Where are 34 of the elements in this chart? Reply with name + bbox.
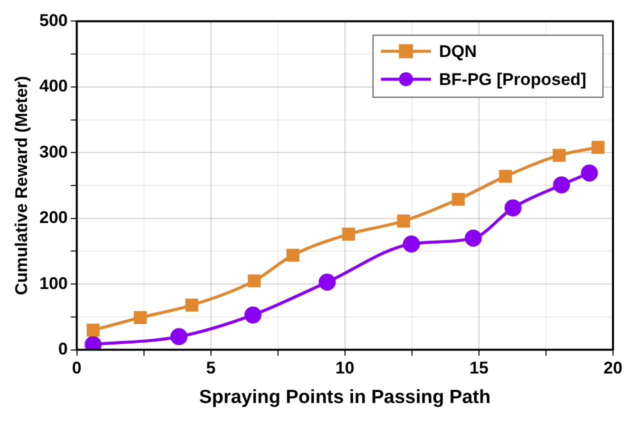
point	[553, 176, 570, 194]
point	[286, 248, 300, 262]
x-axis-title: Spraying Points in Passing Path	[199, 386, 491, 408]
point	[504, 199, 522, 216]
point	[342, 228, 356, 241]
point	[402, 235, 420, 252]
point	[185, 298, 198, 312]
y-tick-label: 500	[39, 10, 68, 30]
point	[464, 230, 482, 247]
y-axis-title: Cumulative Reward (Meter)	[12, 76, 31, 296]
point	[397, 214, 410, 228]
legend-label: BF-PG [Proposed]	[439, 70, 586, 89]
y-tick-label: 100	[39, 274, 68, 293]
point	[552, 148, 566, 162]
x-tick-label: 0	[72, 358, 82, 378]
point	[134, 311, 147, 324]
point	[318, 274, 336, 291]
y-tick-label: 0	[58, 339, 68, 358]
point	[580, 164, 598, 182]
x-tick-label: 10	[335, 358, 354, 378]
y-tick-label: 400	[39, 76, 68, 96]
point	[170, 328, 188, 346]
point	[248, 274, 261, 288]
point	[452, 192, 465, 206]
point	[86, 324, 100, 337]
point	[592, 140, 604, 154]
point	[499, 170, 512, 183]
point	[244, 306, 262, 324]
x-tick-label: 5	[206, 358, 216, 378]
x-tick-label: 20	[604, 358, 622, 378]
y-tick-label: 200	[39, 208, 68, 228]
y-tick-label: 300	[39, 142, 68, 162]
x-tick-label: 15	[469, 358, 488, 378]
legend-label: DQN	[439, 42, 477, 61]
